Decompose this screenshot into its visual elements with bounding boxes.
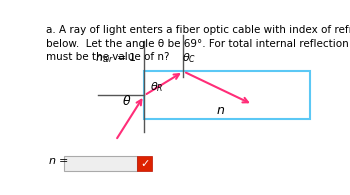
Text: $\checkmark$: $\checkmark$ bbox=[140, 158, 149, 168]
Text: $\theta_R$: $\theta_R$ bbox=[149, 80, 163, 94]
FancyBboxPatch shape bbox=[64, 156, 137, 171]
Text: $\theta_C$: $\theta_C$ bbox=[182, 51, 196, 65]
FancyBboxPatch shape bbox=[137, 156, 152, 171]
Text: $\theta$: $\theta$ bbox=[122, 95, 131, 108]
Text: $n$ =: $n$ = bbox=[48, 156, 69, 166]
Text: $n$: $n$ bbox=[216, 104, 225, 117]
Text: $n_{air}$ = 1: $n_{air}$ = 1 bbox=[95, 51, 137, 65]
Text: a. A ray of light enters a fiber optic cable with index of refraction n from air: a. A ray of light enters a fiber optic c… bbox=[47, 25, 350, 62]
